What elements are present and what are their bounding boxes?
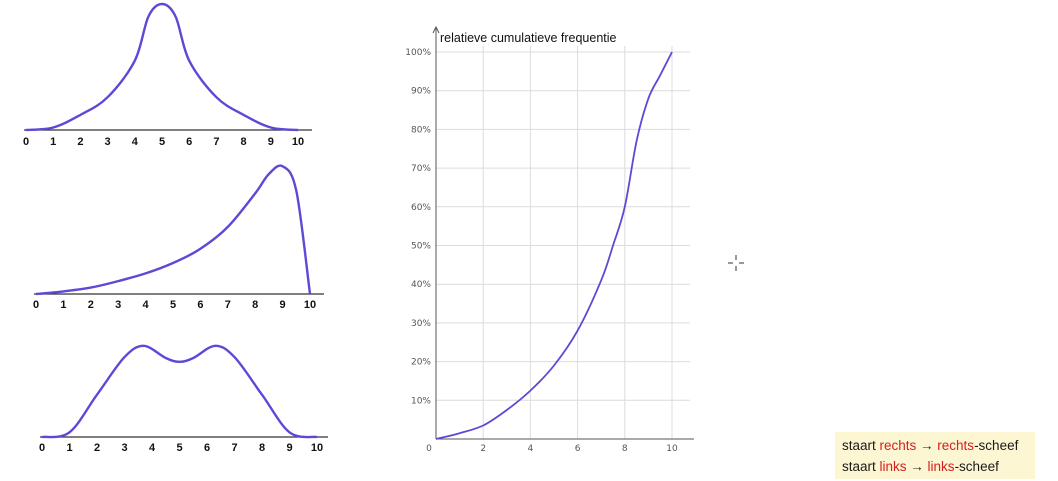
arrow-icon: → <box>916 438 938 453</box>
density-curve <box>35 164 312 296</box>
x-tick-label: 4 <box>528 444 534 454</box>
x-tick-label: 2 <box>88 299 94 311</box>
x-tick-label: 10 <box>292 136 304 148</box>
note-text: staart <box>842 438 880 453</box>
arrow-icon: → <box>906 459 928 474</box>
x-tick-label: 3 <box>105 136 111 148</box>
x-tick-label: 4 <box>149 442 156 454</box>
y-tick-label: 10% <box>411 396 431 406</box>
note-highlight: links <box>927 459 955 474</box>
x-tick-label: 7 <box>225 299 231 311</box>
x-tick-label: 4 <box>143 299 150 311</box>
note-text: staart <box>842 459 880 474</box>
x-tick-label: 2 <box>77 136 83 148</box>
x-tick-label: 9 <box>268 136 274 148</box>
histogram-left-skewed: 0 1 2 3 4 5 6 7 8 9 10 <box>33 164 324 311</box>
note-highlight: rechts <box>937 438 975 453</box>
x-tick-label: 8 <box>241 136 247 148</box>
chart-title: relatieve cumulatieve frequentie <box>440 31 617 45</box>
x-tick-label: 4 <box>132 136 139 148</box>
x-tick-label: 10 <box>304 299 316 311</box>
histogram-symmetric: 0 1 2 3 4 5 6 7 8 9 10 <box>23 2 312 148</box>
crosshair-cursor-icon <box>727 254 745 272</box>
note-highlight: rechts <box>879 438 917 453</box>
x-tick-label: 8 <box>259 442 265 454</box>
x-tick-label: 2 <box>94 442 100 454</box>
x-tick-label: 0 <box>39 442 45 454</box>
x-tick-label: 10 <box>311 442 323 454</box>
x-tick-label: 3 <box>121 442 127 454</box>
y-tick-label: 100% <box>405 48 431 58</box>
x-tick-label: 8 <box>622 444 628 454</box>
y-tick-label: 20% <box>411 358 431 368</box>
x-tick-label: 5 <box>159 136 165 148</box>
skewness-note: staart rechts → rechts-scheef staart lin… <box>835 432 1035 479</box>
x-tick-label: 6 <box>186 136 192 148</box>
x-tick-label: 1 <box>50 136 56 148</box>
x-tick-label: 0 <box>426 444 432 454</box>
y-tick-label: 70% <box>411 164 431 174</box>
y-tick-label: 30% <box>411 319 431 329</box>
x-tick-label: 2 <box>480 444 486 454</box>
x-tick-label: 1 <box>66 442 72 454</box>
x-tick-label: 9 <box>286 442 292 454</box>
y-tick-label: 80% <box>411 125 431 135</box>
x-tick-label: 3 <box>115 299 121 311</box>
note-line-right: staart rechts → rechts-scheef <box>842 435 1035 456</box>
x-tick-label: 1 <box>60 299 66 311</box>
histogram-bimodal: 0 1 2 3 4 5 6 7 8 9 10 <box>39 344 328 454</box>
y-tick-label: 60% <box>411 203 431 213</box>
x-tick-label: 5 <box>176 442 182 454</box>
cumulative-frequency-chart: 0 2 4 6 8 10 10% 20% 30% 40% 50% 60% 70% 80% 90% 100% re… <box>405 25 694 454</box>
cumulative-curve <box>435 51 673 440</box>
y-tick-label: 40% <box>411 280 431 290</box>
x-tick-label: 10 <box>666 444 678 454</box>
note-text: -scheef <box>954 459 999 474</box>
density-curve <box>41 344 318 439</box>
x-tick-label: 7 <box>231 442 237 454</box>
x-tick-label: 8 <box>252 299 258 311</box>
x-tick-label: 7 <box>213 136 219 148</box>
x-tick-label: 6 <box>197 299 203 311</box>
y-tick-label: 50% <box>411 242 431 252</box>
x-tick-label: 6 <box>204 442 210 454</box>
x-tick-label: 0 <box>23 136 29 148</box>
note-highlight: links <box>879 459 907 474</box>
x-tick-label: 9 <box>280 299 286 311</box>
density-curve <box>25 2 299 132</box>
x-tick-label: 5 <box>170 299 176 311</box>
x-tick-label: 6 <box>575 444 581 454</box>
note-text: -scheef <box>974 438 1019 453</box>
y-tick-label: 90% <box>411 87 431 97</box>
x-tick-label: 0 <box>33 299 39 311</box>
note-line-left: staart links → links-scheef <box>842 456 1035 477</box>
y-axis-arrow-icon <box>432 25 440 34</box>
